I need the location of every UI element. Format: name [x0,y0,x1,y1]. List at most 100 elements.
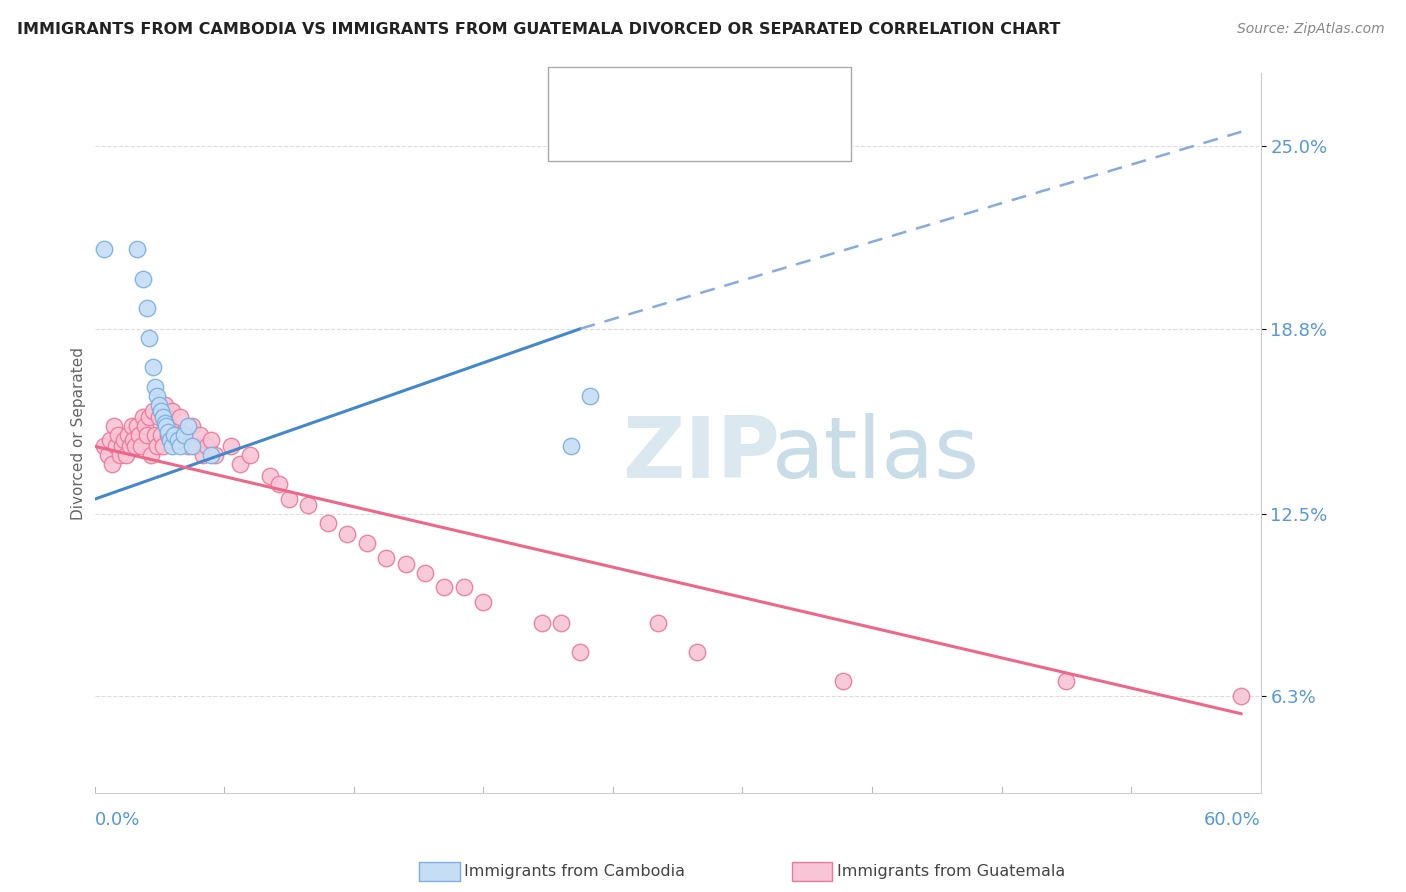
Text: Immigrants from Guatemala: Immigrants from Guatemala [837,864,1064,879]
Text: R =: R = [603,86,640,103]
Text: -0.442: -0.442 [647,123,711,141]
Point [124,439,146,453]
Point [157,427,180,442]
Text: atlas: atlas [772,413,980,496]
Text: ZIP: ZIP [621,413,780,496]
Point [184,439,207,453]
Point [142,359,165,374]
Point [259,468,281,483]
Text: Immigrants from Cambodia: Immigrants from Cambodia [464,864,685,879]
Point [188,427,211,442]
Point [97,448,120,462]
FancyBboxPatch shape [565,119,592,145]
Point [831,674,853,689]
Text: 0.0%: 0.0% [94,811,141,829]
Point [98,434,121,448]
Point [149,427,172,442]
Point [356,536,378,550]
Point [169,439,191,453]
Point [121,418,143,433]
Point [101,457,124,471]
Point [394,557,416,571]
Point [472,595,495,609]
Text: IMMIGRANTS FROM CAMBODIA VS IMMIGRANTS FROM GUATEMALA DIVORCED OR SEPARATED CORR: IMMIGRANTS FROM CAMBODIA VS IMMIGRANTS F… [17,22,1060,37]
Point [138,409,160,424]
Point [157,425,180,439]
Point [146,439,169,453]
Point [146,389,169,403]
Point [93,243,115,257]
Point [132,271,155,285]
Text: Source: ZipAtlas.com: Source: ZipAtlas.com [1237,22,1385,37]
Point [550,615,572,630]
Y-axis label: Divorced or Separated: Divorced or Separated [72,347,86,519]
Point [128,427,150,442]
Text: 0.320: 0.320 [647,86,704,103]
Point [155,409,177,424]
Point [152,409,174,424]
Point [152,439,174,453]
Point [148,409,170,424]
Point [167,434,190,448]
Point [114,448,136,462]
Point [153,398,176,412]
Point [111,439,134,453]
Point [142,404,165,418]
FancyBboxPatch shape [565,81,592,109]
Point [579,389,602,403]
Point [127,418,149,433]
Point [177,418,200,433]
Point [204,448,226,462]
Point [297,498,319,512]
Point [560,439,582,453]
Point [148,398,170,412]
Point [149,404,172,418]
Point [569,645,592,659]
Text: 25: 25 [762,86,787,103]
Point [433,580,456,594]
Point [169,409,191,424]
Point [453,580,475,594]
Point [278,492,301,507]
Point [375,551,398,566]
Point [647,615,669,630]
Point [1054,674,1077,689]
Point [200,434,222,448]
Point [316,516,339,530]
Text: N =: N = [718,123,755,141]
Point [136,301,159,315]
Point [112,434,135,448]
Text: 60.0%: 60.0% [1204,811,1261,829]
Point [229,457,252,471]
Point [239,448,262,462]
Point [200,448,222,462]
Text: 70: 70 [762,123,787,141]
Point [1230,689,1253,703]
Point [93,439,115,453]
Point [193,448,215,462]
Point [686,645,709,659]
Point [139,448,162,462]
Point [269,477,291,491]
Point [163,427,186,442]
Point [117,427,139,442]
Point [122,434,145,448]
Point [180,418,202,433]
Point [180,439,202,453]
Point [108,448,131,462]
Point [195,439,218,453]
Point [107,427,129,442]
Point [165,427,187,442]
Point [153,416,176,430]
Point [173,427,195,442]
Point [530,615,553,630]
Point [162,404,184,418]
Point [143,380,166,394]
Point [103,418,125,433]
Text: R =: R = [603,123,640,141]
Point [132,409,155,424]
Point [219,439,242,453]
Point [159,418,181,433]
Point [104,439,127,453]
Point [118,439,141,453]
